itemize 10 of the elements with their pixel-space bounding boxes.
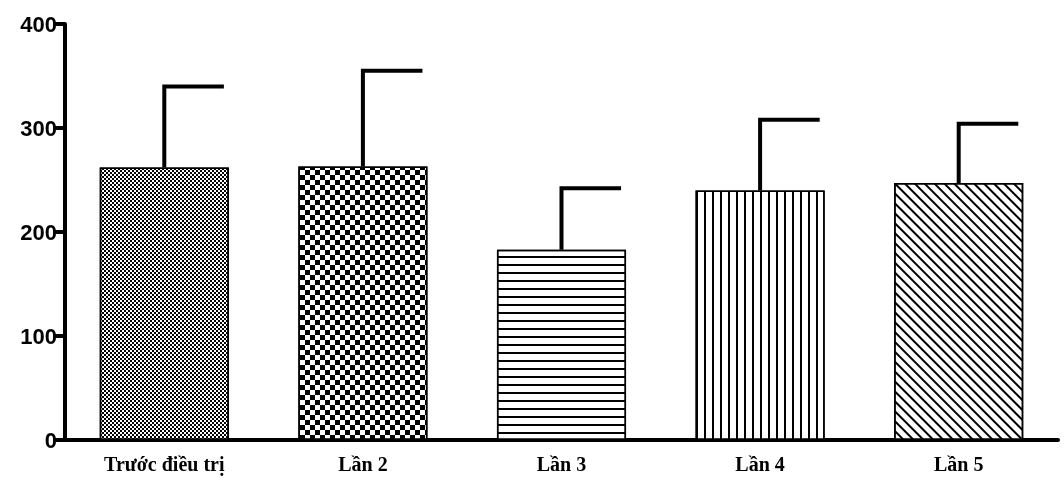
- x-tick-label: Lần 4: [735, 453, 785, 475]
- x-tick-label: Lần 2: [338, 453, 388, 475]
- x-tick-label: Lần 3: [536, 453, 587, 475]
- y-tick-label: 100: [20, 323, 57, 349]
- x-tick-label: Trước điều trị: [104, 453, 225, 476]
- y-tick-label: 300: [20, 115, 57, 141]
- y-tick-label: 0: [44, 427, 57, 453]
- y-tick-label: 200: [20, 219, 57, 245]
- y-tick-label: 400: [20, 11, 57, 37]
- x-tick-label: Lần 5: [933, 453, 984, 475]
